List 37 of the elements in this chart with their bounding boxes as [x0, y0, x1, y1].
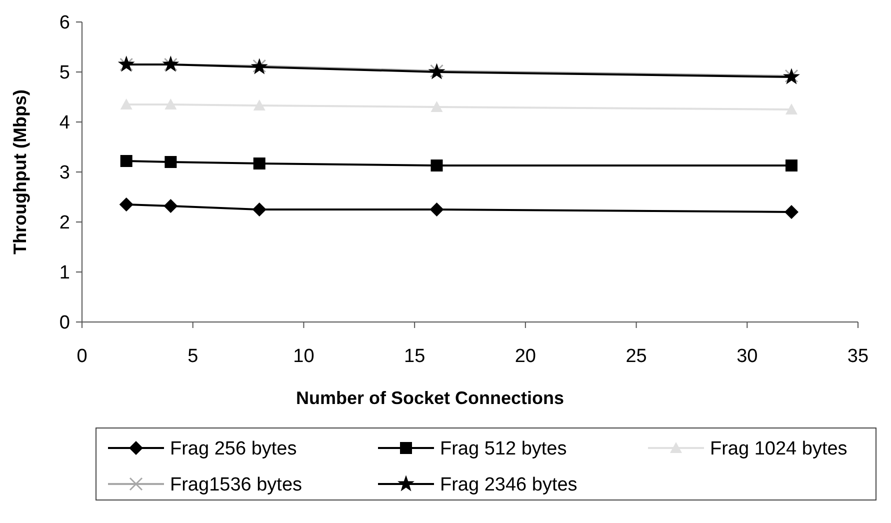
point — [252, 202, 266, 216]
point — [164, 199, 178, 213]
x-tick-label: 15 — [404, 346, 426, 367]
x-tick-label: 10 — [293, 346, 314, 367]
point — [430, 160, 443, 172]
point — [120, 98, 132, 110]
point — [120, 155, 132, 167]
point — [253, 100, 266, 110]
legend-label: Frag 1024 bytes — [710, 438, 848, 460]
point — [430, 202, 444, 216]
point — [253, 158, 266, 170]
point — [164, 156, 177, 168]
y-tick-label: 1 — [59, 262, 70, 284]
x-tick-label: 25 — [626, 346, 647, 367]
point — [785, 160, 798, 172]
x-tick-label: 0 — [76, 346, 88, 367]
y-axis-title: Throughput (Mbps) — [10, 90, 30, 254]
x-tick-label: 35 — [847, 346, 869, 367]
point — [430, 101, 443, 112]
point — [785, 104, 798, 114]
y-tick-label: 3 — [59, 162, 70, 184]
y-tick-label: 0 — [59, 312, 70, 334]
y-tick-label: 2 — [59, 212, 70, 234]
x-tick-label: 30 — [736, 346, 758, 367]
x-tick-label: 5 — [188, 346, 198, 367]
legend-label: Frag1536 bytes — [170, 474, 302, 496]
legend-label: Frag 512 bytes — [440, 438, 567, 460]
legend-label: Frag 2346 bytes — [440, 474, 578, 496]
y-tick-label: 6 — [59, 12, 70, 34]
x-axis-title: Number of Socket Connections — [296, 388, 564, 408]
point — [784, 205, 798, 219]
y-tick-label: 4 — [59, 112, 70, 134]
point — [119, 198, 134, 212]
legend-label: Frag 256 bytes — [170, 438, 297, 460]
y-tick-label: 5 — [59, 62, 70, 84]
point — [164, 98, 177, 110]
x-tick-label: 20 — [514, 346, 536, 367]
